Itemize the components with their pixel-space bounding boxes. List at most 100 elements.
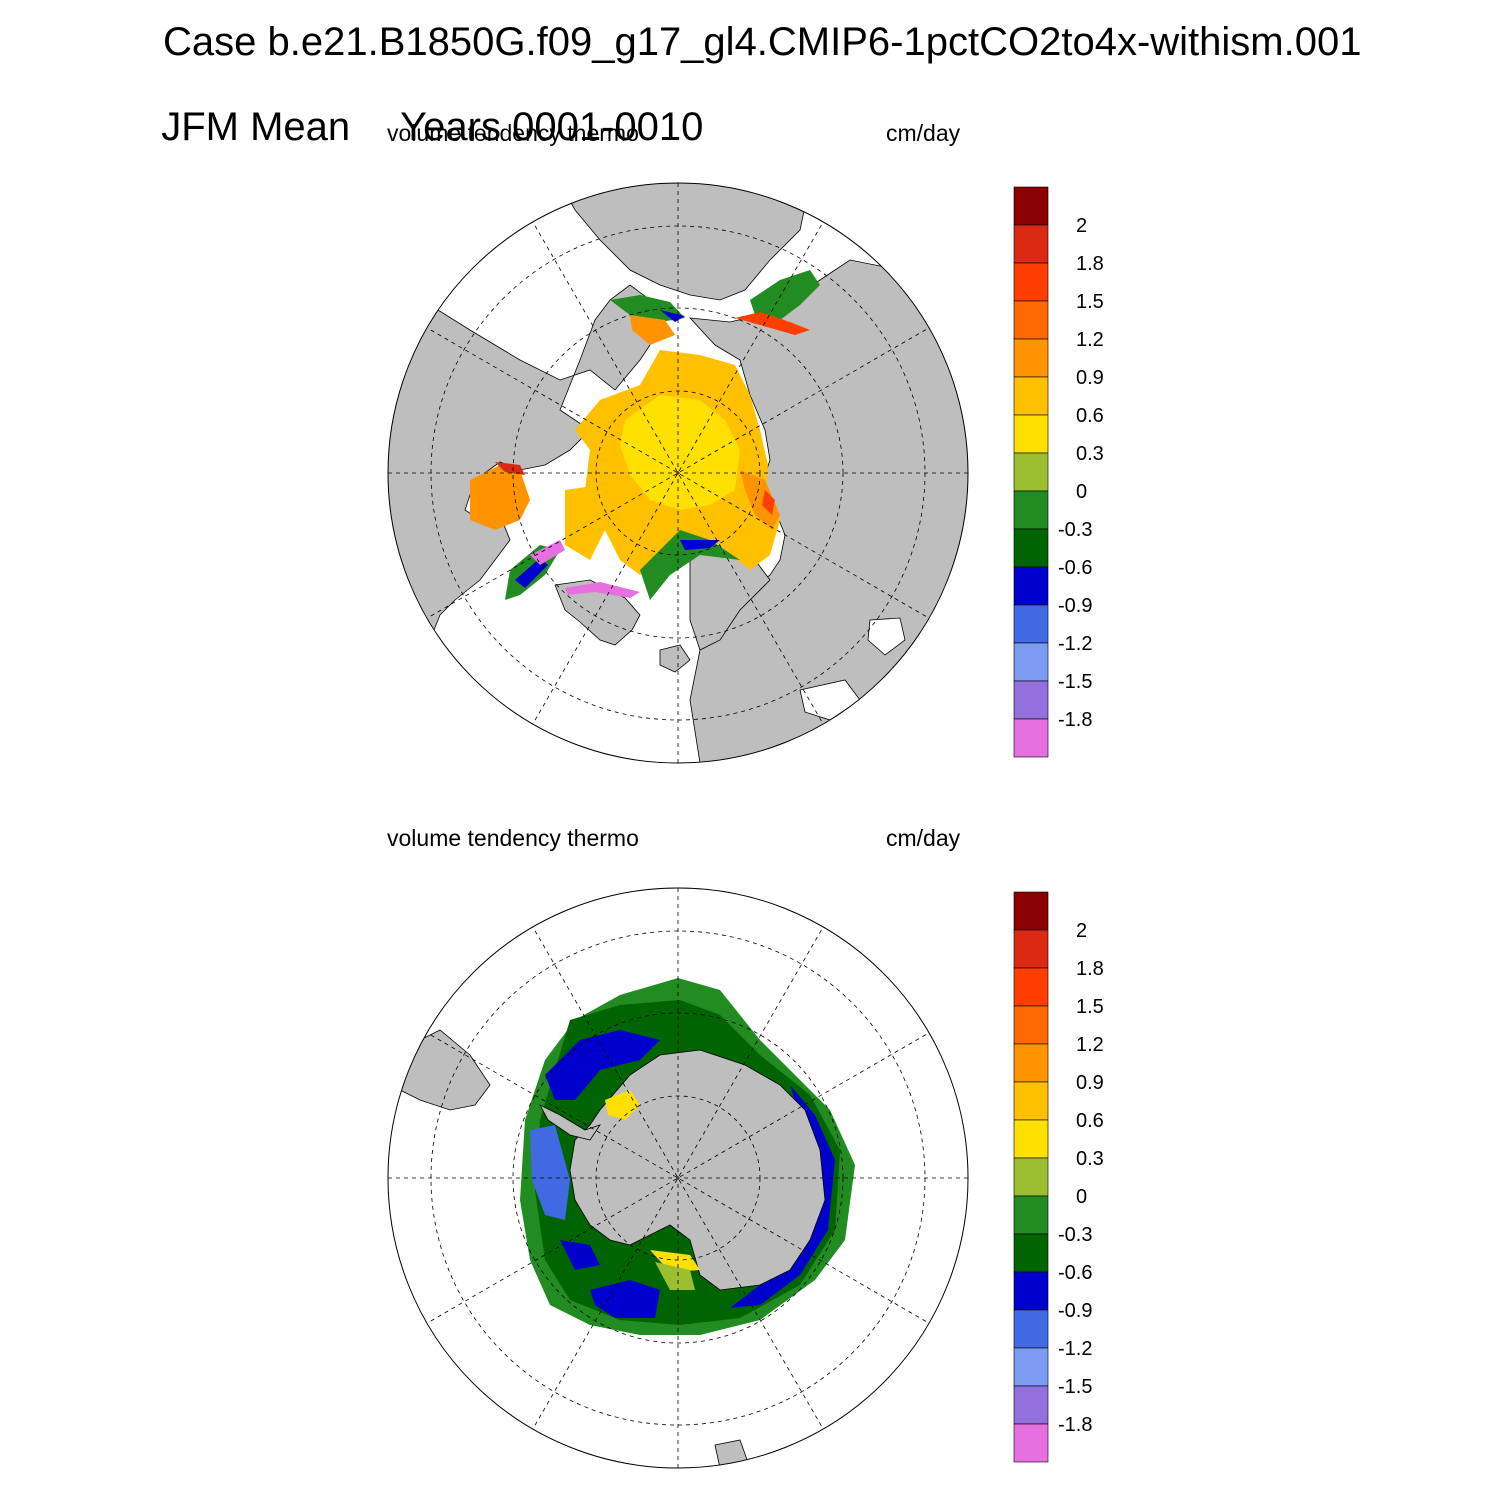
inland-water bbox=[867, 617, 906, 656]
south-colorbar-swatch bbox=[1013, 967, 1049, 1007]
labrador-violet bbox=[530, 540, 565, 565]
north-colorbar-tick-label: 0.9 bbox=[1076, 367, 1104, 389]
north-colorbar-swatch bbox=[1013, 680, 1049, 720]
south-panel-units-label: cm/day bbox=[886, 825, 961, 851]
north-colorbar: 2 1.8 1.5 1.2 0.9 0.6 0.3 0 -0.3 -0.6 -0.9 -1.2 -1.5… bbox=[1013, 186, 1104, 758]
north-colorbar-swatch bbox=[1013, 224, 1049, 264]
antarctic-peninsula bbox=[539, 1104, 601, 1141]
south-colorbar-tick-label: 1.2 bbox=[1076, 1034, 1104, 1056]
south-colorbar-swatch bbox=[1013, 929, 1049, 969]
south-colorbar-tick-label: 0.9 bbox=[1076, 1072, 1104, 1094]
figure-title: Case b.e21.B1850G.f09_g17_gl4.CMIP6-1pct… bbox=[163, 20, 1362, 64]
south-colorbar-swatch bbox=[1013, 1005, 1049, 1045]
north-colorbar-tick-label: 1.5 bbox=[1076, 291, 1104, 313]
south-colorbar-tick-label: -1.2 bbox=[1058, 1338, 1092, 1360]
season-label: JFM Mean bbox=[161, 105, 351, 149]
arctic-ice-yellow bbox=[620, 395, 740, 510]
north-colorbar-swatch bbox=[1013, 452, 1049, 492]
north-colorbar-swatch bbox=[1013, 566, 1049, 606]
north-colorbar-tick-label: -1.8 bbox=[1058, 709, 1092, 731]
ross-light-green bbox=[655, 1262, 695, 1290]
south-colorbar-tick-label: -1.5 bbox=[1058, 1376, 1092, 1398]
south-colorbar-swatch bbox=[1013, 1385, 1049, 1425]
south-colorbar-swatch bbox=[1013, 1081, 1049, 1121]
south-colorbar-swatch bbox=[1013, 1119, 1049, 1159]
arctic-ice-edge-red bbox=[762, 490, 775, 515]
hudson-bay-edge bbox=[495, 462, 525, 475]
denmark-strait-violet bbox=[565, 582, 640, 598]
weddell-blue bbox=[545, 1030, 660, 1100]
north-colorbar-swatch bbox=[1013, 338, 1049, 378]
south-america-land bbox=[399, 1029, 491, 1111]
baffin-ice bbox=[565, 485, 610, 560]
north-colorbar-swatch bbox=[1013, 186, 1049, 226]
north-colorbar-swatch bbox=[1013, 490, 1049, 530]
greenland-sea-green bbox=[640, 530, 740, 600]
north-colorbar-tick-label: -1.5 bbox=[1058, 671, 1092, 693]
north-colorbar-tick-label: 1.2 bbox=[1076, 329, 1104, 351]
south-colorbar-swatch bbox=[1013, 1347, 1049, 1387]
bering-ice bbox=[610, 295, 685, 322]
ross-yellow bbox=[650, 1250, 700, 1272]
south-graticule bbox=[388, 888, 968, 1468]
south-colorbar-tick-label: 2 bbox=[1076, 920, 1087, 942]
south-colorbar-swatch bbox=[1013, 1271, 1049, 1311]
south-polar-map bbox=[387, 887, 969, 1469]
north-map-border bbox=[387, 182, 969, 764]
south-colorbar-tick-label: -1.8 bbox=[1058, 1414, 1092, 1436]
south-colorbar-swatch bbox=[1013, 1423, 1049, 1463]
south-colorbar-swatch bbox=[1013, 1233, 1049, 1273]
north-colorbar-tick-label: -1.2 bbox=[1058, 633, 1092, 655]
north-colorbar-tick-label: 2 bbox=[1076, 215, 1087, 237]
okhotsk-edge-red bbox=[735, 312, 810, 335]
south-map-border bbox=[387, 887, 969, 1469]
south-colorbar-tick-label: 0.3 bbox=[1076, 1148, 1104, 1170]
north-colorbar-swatch bbox=[1013, 604, 1049, 644]
south-colorbar-tick-label: -0.3 bbox=[1058, 1224, 1092, 1246]
bering-land bbox=[559, 183, 811, 301]
north-graticule bbox=[388, 183, 968, 763]
north-colorbar-tick-label: 0.3 bbox=[1076, 443, 1104, 465]
south-colorbar-tick-label: 0.6 bbox=[1076, 1110, 1104, 1132]
south-colorbar-tick-label: -0.9 bbox=[1058, 1300, 1092, 1322]
labrador-blue bbox=[515, 558, 548, 588]
north-colorbar-swatch bbox=[1013, 718, 1049, 758]
south-colorbar-swatch bbox=[1013, 1043, 1049, 1083]
years-label: Years 0001-0010 bbox=[400, 105, 704, 149]
north-colorbar-swatch bbox=[1013, 262, 1049, 302]
south-colorbar-swatch bbox=[1013, 1309, 1049, 1349]
okhotsk-ice bbox=[750, 270, 820, 320]
north-colorbar-tick-label: 1.8 bbox=[1076, 253, 1104, 275]
greenland-sea-blue bbox=[680, 540, 720, 550]
south-colorbar: 2 1.8 1.5 1.2 0.9 0.6 0.3 0 -0.3 -0.6 -0.9 -1.2 -1.5… bbox=[1013, 891, 1104, 1463]
south-colorbar-tick-label: 1.5 bbox=[1076, 996, 1104, 1018]
ross-blue-2 bbox=[560, 1240, 600, 1270]
north-colorbar-tick-label: -0.3 bbox=[1058, 519, 1092, 541]
north-colorbar-swatch bbox=[1013, 300, 1049, 340]
north-colorbar-swatch bbox=[1013, 376, 1049, 416]
north-colorbar-tick-label: -0.6 bbox=[1058, 557, 1092, 579]
bering-ice-orange bbox=[630, 315, 675, 345]
north-colorbar-tick-label: 0.6 bbox=[1076, 405, 1104, 427]
north-colorbar-tick-label: -0.9 bbox=[1058, 595, 1092, 617]
south-panel-variable-label: volume tendency thermo bbox=[387, 825, 639, 851]
south-colorbar-swatch bbox=[1013, 1195, 1049, 1235]
north-colorbar-swatch bbox=[1013, 414, 1049, 454]
north-colorbar-swatch bbox=[1013, 528, 1049, 568]
north-polar-map bbox=[387, 182, 969, 764]
ross-blue bbox=[590, 1280, 660, 1318]
north-colorbar-tick-label: 0 bbox=[1076, 481, 1087, 503]
iceland-land bbox=[659, 644, 691, 673]
bering-ice-blue bbox=[660, 310, 685, 322]
north-panel-units-label: cm/day bbox=[886, 120, 961, 146]
north-colorbar-swatch bbox=[1013, 642, 1049, 682]
south-colorbar-tick-label: -0.6 bbox=[1058, 1262, 1092, 1284]
north-panel-variable-label: volume tendency thermo bbox=[387, 120, 639, 146]
bellingshausen-blue bbox=[530, 1125, 570, 1220]
south-colorbar-swatch bbox=[1013, 891, 1049, 931]
hudson-bay-ice bbox=[470, 465, 530, 530]
south-colorbar-tick-label: 0 bbox=[1076, 1186, 1087, 1208]
south-colorbar-tick-label: 1.8 bbox=[1076, 958, 1104, 980]
figure-subtitle: JFM Mean Years 0001-0010 bbox=[139, 67, 703, 147]
